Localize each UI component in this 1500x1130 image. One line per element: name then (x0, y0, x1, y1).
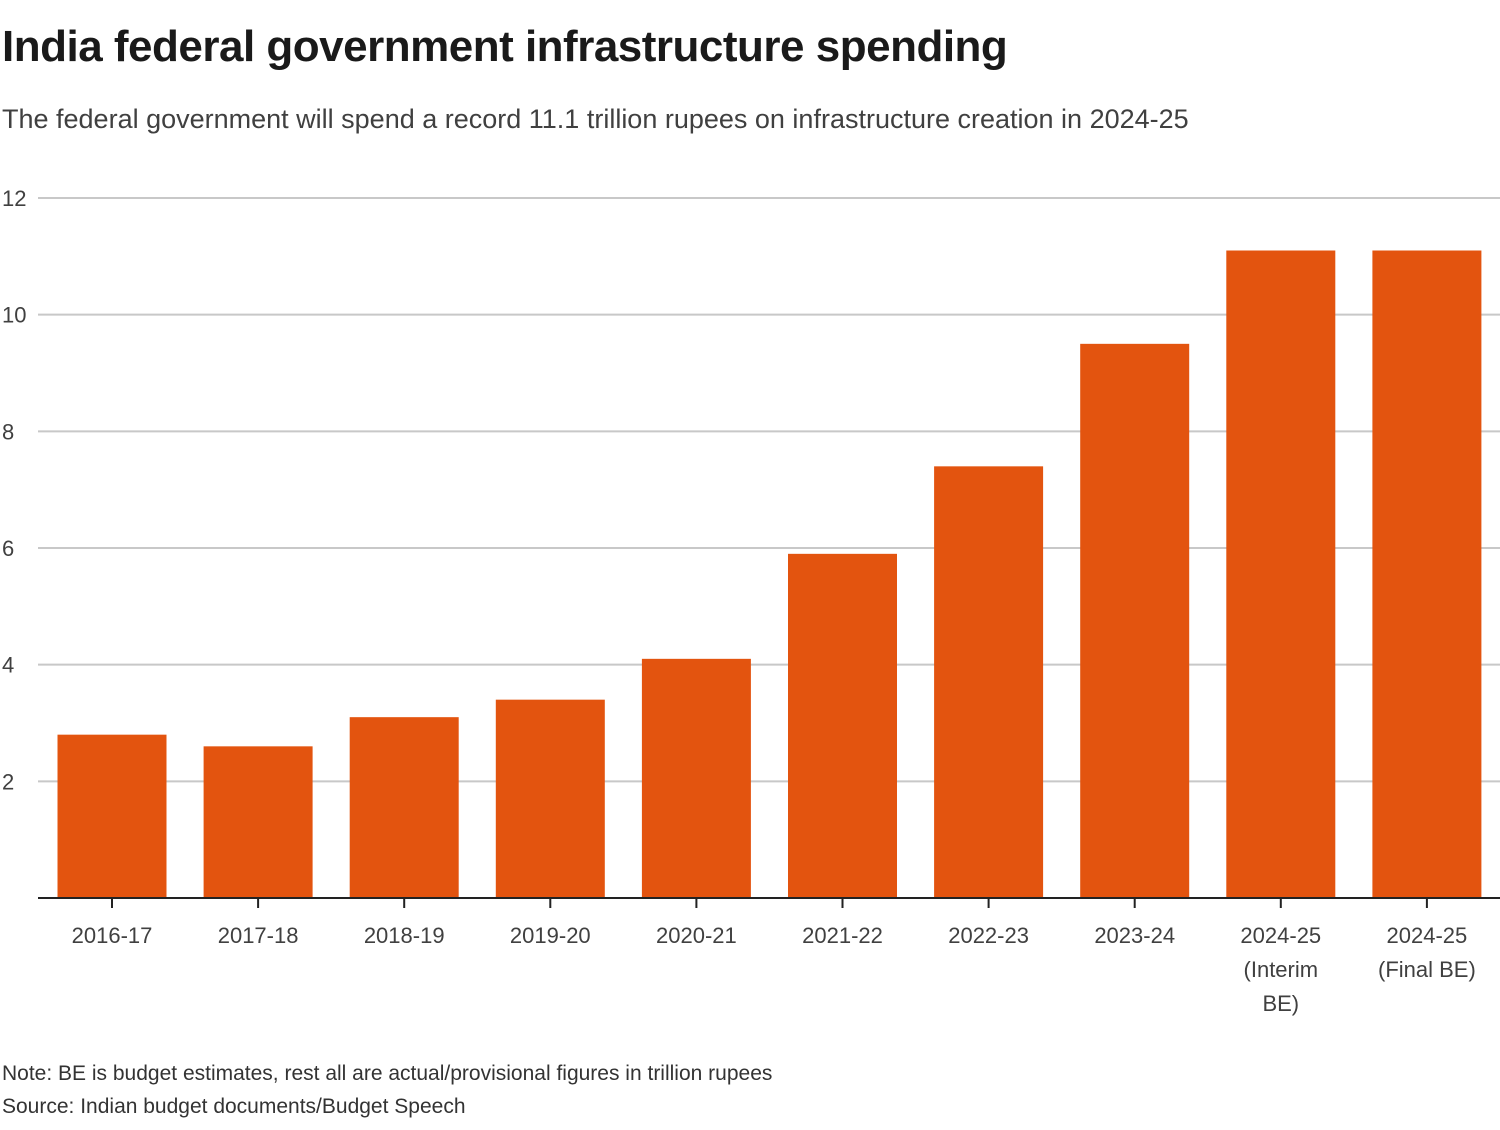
bars (57, 250, 1482, 898)
x-tick-label: 2018-19 (364, 923, 445, 948)
bar (57, 734, 167, 898)
y-tick-label: 2 (2, 769, 14, 794)
bar (1372, 250, 1482, 898)
x-tick-label-line: 2024-25 (1387, 923, 1468, 948)
chart-subtitle: The federal government will spend a reco… (2, 104, 1189, 134)
x-tick-label: 2017-18 (218, 923, 299, 948)
bar (349, 717, 459, 898)
x-tick-label-line: 2020-21 (656, 923, 737, 948)
x-tick-label: 2021-22 (802, 923, 883, 948)
x-tick-label-line: 2019-20 (510, 923, 591, 948)
x-tick-label-line: 2022-23 (948, 923, 1029, 948)
x-tick-label: 2023-24 (1094, 923, 1175, 948)
x-tick-label: 2024-25 (Interim BE) (1240, 923, 1321, 1016)
source-line: Source: Indian budget documents/Budget S… (2, 1095, 466, 1118)
x-tick-label-line: 2021-22 (802, 923, 883, 948)
bar (1080, 343, 1190, 898)
y-tick-label: 10 (2, 303, 26, 328)
x-tick-label-line: 2017-18 (218, 923, 299, 948)
x-axis-ticks: 2016-17 2017-18 2018-19 2019-20 2020-21 2021-… (72, 898, 1476, 1016)
x-tick-label-line: BE) (1262, 991, 1299, 1016)
bar (641, 658, 751, 898)
y-tick-label: 6 (2, 536, 14, 561)
y-tick-label: 8 (2, 419, 14, 444)
x-tick-label-line: (Final BE) (1378, 957, 1476, 982)
y-tick-label: 12 (2, 186, 26, 211)
bar (934, 466, 1044, 898)
y-axis-ticks: 2 4 6 8 10 12 (2, 186, 26, 794)
x-tick-label-line: 2016-17 (72, 923, 153, 948)
x-tick-label: 2016-17 (72, 923, 153, 948)
y-tick-label: 4 (2, 653, 14, 678)
bar (1226, 250, 1336, 898)
bar (203, 746, 313, 898)
x-tick-label: 2024-25 (Final BE) (1378, 923, 1476, 982)
bar (495, 699, 605, 898)
footnote: Note: BE is budget estimates, rest all a… (2, 1062, 773, 1085)
x-tick-label-line: 2018-19 (364, 923, 445, 948)
x-tick-label-line: 2023-24 (1094, 923, 1175, 948)
x-tick-label: 2020-21 (656, 923, 737, 948)
x-tick-label: 2019-20 (510, 923, 591, 948)
x-tick-label-line: (Interim (1244, 957, 1319, 982)
chart-title: India federal government infrastructure … (2, 22, 1008, 71)
bar (788, 553, 897, 898)
x-tick-label-line: 2024-25 (1240, 923, 1321, 948)
x-tick-label: 2022-23 (948, 923, 1029, 948)
